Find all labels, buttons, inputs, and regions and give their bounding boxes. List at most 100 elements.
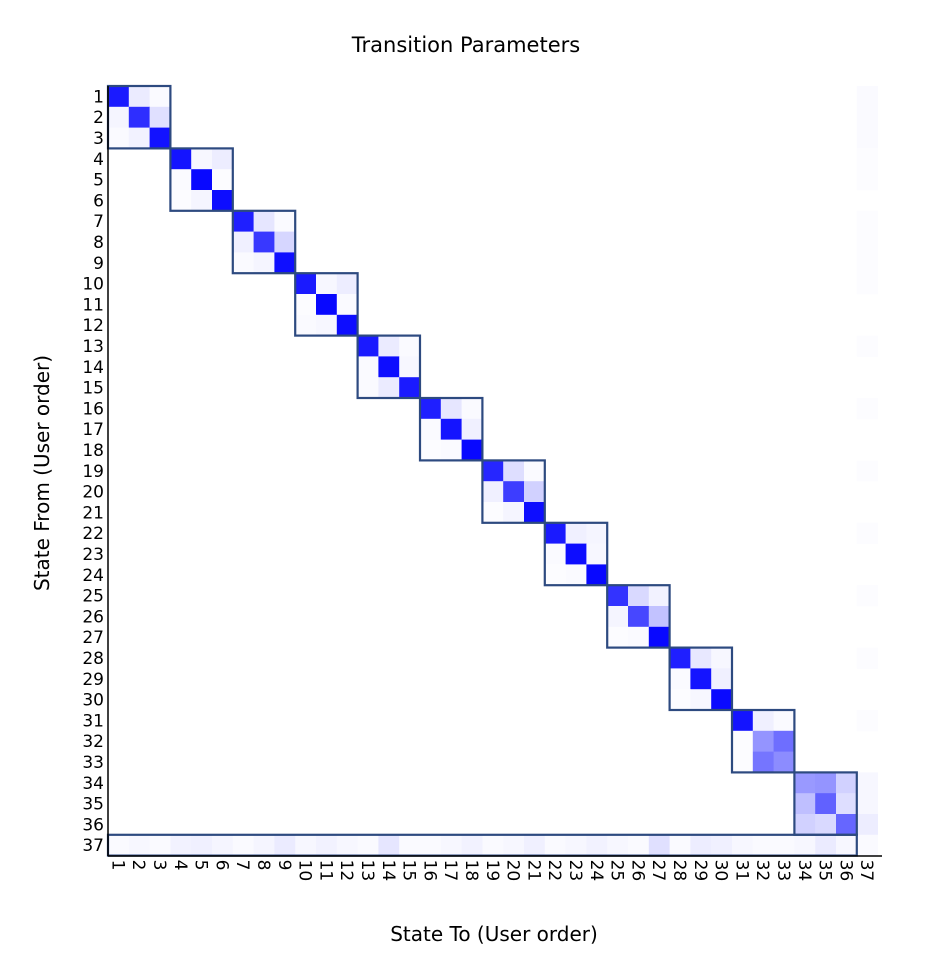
y-tick-label: 30 (82, 691, 104, 711)
heatmap-cell (357, 356, 379, 378)
heatmap-cell (170, 148, 192, 170)
x-tick-label: 28 (669, 860, 689, 882)
heatmap-cell (607, 834, 629, 856)
block-outline (356, 334, 422, 400)
block-outline (668, 646, 734, 712)
heatmap-cell (316, 294, 338, 316)
heatmap-cell (399, 356, 421, 378)
heatmap-cell (752, 834, 774, 856)
heatmap-cell (232, 231, 254, 253)
heatmap-cell (274, 231, 296, 253)
heatmap-cell (732, 751, 754, 773)
x-tick-label: 12 (336, 860, 356, 882)
y-tick-label: 15 (82, 379, 104, 399)
heatmap-cell (461, 439, 483, 461)
heatmap-cell (565, 834, 587, 856)
x-tick-label: 19 (482, 860, 502, 882)
heatmap-cell (170, 190, 192, 212)
heatmap-cell (586, 522, 608, 544)
heatmap-cell (711, 689, 733, 711)
heatmap-cell (732, 710, 754, 732)
heatmap-cell (274, 834, 296, 856)
heatmap-cell (149, 86, 171, 108)
y-tick-label: 2 (93, 108, 104, 128)
heatmap-cell (524, 502, 546, 524)
heatmap-cell (836, 814, 858, 836)
x-tick-label: 3 (149, 860, 169, 871)
block-outline (294, 272, 359, 337)
block-outline (231, 209, 297, 275)
heatmap-cell (461, 418, 483, 440)
heatmap-cell (274, 210, 296, 232)
heatmap-cell (191, 169, 213, 191)
y-tick-label: 26 (82, 607, 104, 627)
heatmap-cell (544, 834, 566, 856)
x-tick-label: 26 (627, 860, 647, 882)
heatmap-cell (669, 834, 691, 856)
heatmap-cell (669, 689, 691, 711)
heatmap-cell (690, 647, 712, 669)
x-tick-label: 8 (253, 860, 273, 871)
heatmap-cell (253, 231, 275, 253)
heatmap-cell (420, 439, 442, 461)
heatmap-cell (732, 730, 754, 752)
y-tick-label: 7 (93, 212, 104, 232)
y-tick-label: 29 (82, 670, 104, 690)
y-tick-label: 9 (93, 254, 104, 274)
heatmap-cell (773, 710, 795, 732)
heatmap-cell (856, 793, 878, 815)
heatmap-cell (607, 585, 629, 607)
heatmap-cell (836, 834, 858, 856)
x-tick-label: 6 (211, 860, 231, 871)
x-tick-label: 37 (856, 860, 876, 882)
block-outline (481, 459, 546, 524)
x-tick-label: 14 (378, 860, 398, 882)
heatmap-cell (856, 273, 878, 295)
heatmap-cell (773, 834, 795, 856)
heatmap-cell (815, 814, 837, 836)
x-tick-label: 16 (419, 860, 439, 882)
heatmap-cell (399, 834, 421, 856)
y-tick-label: 34 (82, 774, 104, 794)
heatmap-cell (815, 772, 837, 794)
x-tick-label: 29 (690, 860, 710, 882)
x-tick-label: 20 (503, 860, 523, 882)
heatmap-cell (378, 356, 400, 378)
heatmap-cell (815, 793, 837, 815)
y-tick-label: 4 (93, 150, 104, 170)
heatmap-cell (565, 543, 587, 565)
heatmap-cell (607, 626, 629, 648)
heatmap-cell (544, 564, 566, 586)
x-tick-label: 35 (815, 860, 835, 882)
heatmap-cell (440, 834, 462, 856)
heatmap-cell (357, 377, 379, 399)
heatmap-cell (856, 106, 878, 128)
x-tick-label: 24 (586, 860, 606, 882)
x-tick-label: 4 (170, 860, 190, 871)
heatmap-cell (482, 481, 504, 503)
y-tick-label: 12 (82, 316, 104, 336)
heatmap-cell (628, 626, 650, 648)
heatmap-cell (212, 190, 234, 212)
heatmap-cell (253, 210, 275, 232)
heatmap-cell (836, 793, 858, 815)
heatmap-cell (732, 834, 754, 856)
heatmap-cell (711, 647, 733, 669)
heatmap-cell (856, 86, 878, 108)
heatmap-cell (752, 730, 774, 752)
x-tick-label: 36 (835, 860, 855, 882)
x-tick-label: 15 (399, 860, 419, 882)
heatmap-cell (794, 772, 816, 794)
heatmap-cell (773, 751, 795, 773)
y-tick-label: 37 (82, 836, 104, 856)
heatmap-cell (669, 647, 691, 669)
heatmap-cell (128, 834, 150, 856)
heatmap-cell (274, 252, 296, 274)
heatmap-cell (108, 86, 130, 108)
heatmap-cell (586, 543, 608, 565)
x-tick-label: 10 (295, 860, 315, 882)
heatmap-cell (648, 606, 670, 628)
y-tick-label: 6 (93, 191, 104, 211)
heatmap-cell (191, 190, 213, 212)
